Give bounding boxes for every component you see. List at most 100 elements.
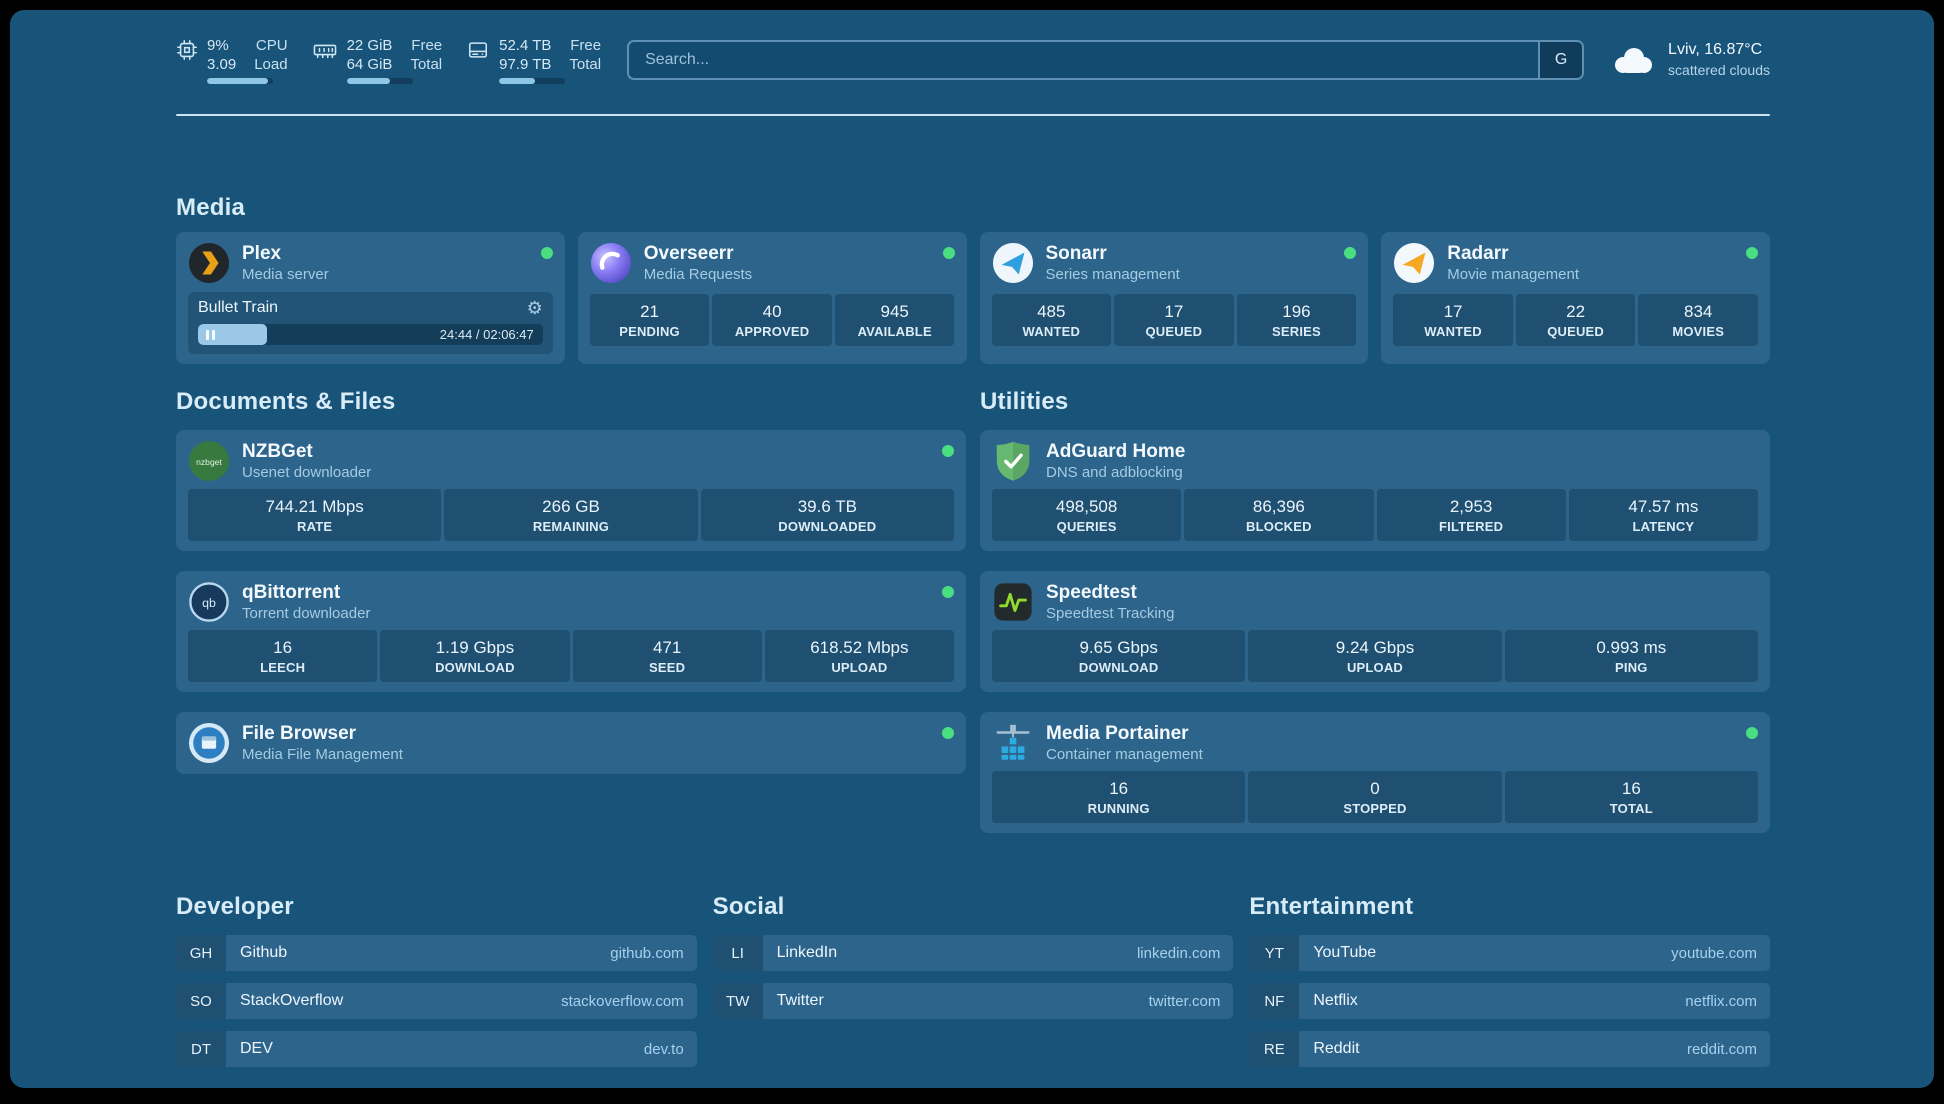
stat-tile: 471 SEED xyxy=(572,630,762,682)
service-card-portainer[interactable]: Media Portainer Container management 16 R… xyxy=(980,712,1770,833)
search-input[interactable] xyxy=(629,42,1539,78)
bookmark-url: dev.to xyxy=(643,1040,684,1058)
bookmark-name: DEV xyxy=(240,1040,273,1057)
bookmark-group-entertainment: Entertainment YT YouTube youtube.com NF … xyxy=(1249,893,1770,1067)
bookmark-heading-social: Social xyxy=(712,893,785,920)
service-desc: Usenet downloader xyxy=(242,463,372,481)
plex-icon xyxy=(188,242,230,284)
status-dot xyxy=(1746,727,1758,739)
bookmark-dev[interactable]: DT DEV dev.to xyxy=(176,1031,697,1067)
service-card-radarr[interactable]: Radarr Movie management 17 WANTED 22 QUEUE… xyxy=(1381,232,1770,364)
stat-tile: 22 QUEUED xyxy=(1515,294,1636,346)
service-desc: Speedtest Tracking xyxy=(1046,604,1175,622)
disk-icon xyxy=(469,42,488,58)
memory-free-value: 22 GiB xyxy=(346,37,393,54)
status-dot xyxy=(942,445,954,457)
bookmark-url: netflix.com xyxy=(1685,992,1757,1010)
disk-free-value: 52.4 TB xyxy=(499,37,552,54)
stat-tile: 0 STOPPED xyxy=(1248,771,1502,823)
service-card-speedtest[interactable]: Speedtest Speedtest Tracking 9.65 Gbps DO… xyxy=(980,571,1770,692)
service-name: Speedtest xyxy=(1046,581,1137,603)
now-playing-title: Bullet Train xyxy=(198,299,279,316)
stat-tile: 744.21 Mbps RATE xyxy=(188,489,442,541)
memory-free-label: Free xyxy=(411,37,443,54)
bookmark-name: YouTube xyxy=(1313,944,1377,961)
bookmark-abbr: NF xyxy=(1249,983,1300,1019)
stat-tile: 485 WANTED xyxy=(991,294,1112,346)
bookmark-name: LinkedIn xyxy=(776,944,838,961)
bookmark-twitter[interactable]: TW Twitter twitter.com xyxy=(712,983,1234,1019)
dashboard: 9% 3.09 CPU Load xyxy=(10,10,1934,1088)
bookmark-group-social: Social LI LinkedIn linkedin.com TW Twitt… xyxy=(712,893,1234,1067)
service-name: NZBGet xyxy=(242,440,313,462)
service-desc: Container management xyxy=(1046,745,1203,763)
disk-usage-bar xyxy=(499,78,566,84)
memory-total-label: Total xyxy=(410,56,443,73)
service-desc: DNS and adblocking xyxy=(1046,463,1183,481)
service-card-plex[interactable]: Plex Media server Bullet Train ⚙ 24:44 /… xyxy=(176,232,565,364)
service-name: File Browser xyxy=(242,722,357,744)
section-media: Media Plex Media server B xyxy=(176,194,1770,364)
stat-tile: 196 SERIES xyxy=(1236,294,1357,346)
qbittorrent-icon: qb xyxy=(189,582,229,622)
service-card-nzbget[interactable]: nzbget NZBGet Usenet downloader 744.21 M… xyxy=(176,430,966,551)
cpu-metric: 9% 3.09 CPU Load xyxy=(176,36,288,84)
service-card-overseerr[interactable]: Overseerr Media Requests 21 PENDING 40 APP… xyxy=(577,232,967,364)
cpu-icon xyxy=(177,40,197,60)
stat-tile: 266 GB REMAINING xyxy=(444,489,698,541)
service-name: qBittorrent xyxy=(242,581,341,603)
bookmark-abbr: DT xyxy=(176,1031,226,1067)
bookmark-url: youtube.com xyxy=(1671,944,1757,962)
topbar: 9% 3.09 CPU Load xyxy=(10,10,1934,84)
stat-tile: 945 AVAILABLE xyxy=(834,294,955,346)
stat-tile: 9.65 Gbps DOWNLOAD xyxy=(992,630,1246,682)
weather-widget[interactable]: Lviv, 16.87°C scattered clouds xyxy=(1610,40,1770,80)
bookmark-youtube[interactable]: YT YouTube youtube.com xyxy=(1249,935,1770,971)
search-provider-button[interactable]: G xyxy=(1538,42,1583,78)
bookmark-heading-entertainment: Entertainment xyxy=(1249,893,1414,920)
system-metrics: 9% 3.09 CPU Load xyxy=(176,36,601,84)
middle-columns: Documents & Files nzbget NZBGet Usenet d… xyxy=(176,388,1770,833)
section-documents: Documents & Files nzbget NZBGet Usenet d… xyxy=(176,388,966,833)
stat-tile: 86,396 BLOCKED xyxy=(1184,489,1374,541)
section-utilities: Utilities AdGuard Home DNS and adblockin… xyxy=(980,388,1770,833)
bookmark-stackoverflow[interactable]: SO StackOverflow stackoverflow.com xyxy=(176,983,697,1019)
playback-progress-bar[interactable]: 24:44 / 02:06:47 xyxy=(198,324,543,345)
bookmark-github[interactable]: GH Github github.com xyxy=(176,935,697,971)
service-name: Plex xyxy=(242,242,282,264)
bookmark-linkedin[interactable]: LI LinkedIn linkedin.com xyxy=(712,935,1234,971)
disk-total-label: Total xyxy=(569,56,602,73)
bookmark-url: github.com xyxy=(610,944,684,962)
service-name: Overseerr xyxy=(643,242,734,264)
service-name: Sonarr xyxy=(1045,242,1107,264)
settings-gear-icon[interactable]: ⚙ xyxy=(526,298,543,318)
bookmark-name: Github xyxy=(240,944,288,961)
bookmark-heading-developer: Developer xyxy=(176,893,294,920)
status-dot xyxy=(1746,247,1758,259)
bookmark-netflix[interactable]: NF Netflix netflix.com xyxy=(1249,983,1770,1019)
bookmark-url: twitter.com xyxy=(1148,992,1221,1010)
bookmark-abbr: LI xyxy=(712,935,763,971)
service-card-filebrowser[interactable]: File Browser Media File Management xyxy=(176,712,966,774)
nzbget-icon: nzbget xyxy=(188,440,230,482)
bookmark-reddit[interactable]: RE Reddit reddit.com xyxy=(1249,1031,1770,1067)
service-name: Radarr xyxy=(1447,242,1509,264)
stat-tile: 21 PENDING xyxy=(589,294,710,346)
pause-icon[interactable] xyxy=(206,324,218,345)
portainer-crane-icon xyxy=(996,724,1030,760)
bookmark-abbr: SO xyxy=(176,983,226,1019)
service-card-sonarr[interactable]: Sonarr Series management 485 WANTED 17 QUE… xyxy=(979,232,1369,364)
stat-tile: 16 RUNNING xyxy=(992,771,1246,823)
service-desc: Movie management xyxy=(1447,265,1579,283)
service-card-qbittorrent[interactable]: qb qBittorrent Torrent downloader 16 LEEC… xyxy=(176,571,966,692)
status-dot xyxy=(942,586,954,598)
section-heading-documents: Documents & Files xyxy=(176,388,396,415)
bookmark-name: Reddit xyxy=(1313,1040,1360,1057)
overseerr-icon xyxy=(590,242,631,284)
bookmark-url: reddit.com xyxy=(1686,1040,1757,1058)
adguard-shield-icon xyxy=(996,441,1030,481)
bookmarks-section: Developer GH Github github.com SO StackO… xyxy=(176,893,1770,1067)
service-desc: Media server xyxy=(242,265,329,283)
service-card-adguard[interactable]: AdGuard Home DNS and adblocking 498,508 Q… xyxy=(980,430,1770,551)
memory-usage-bar xyxy=(346,78,413,84)
